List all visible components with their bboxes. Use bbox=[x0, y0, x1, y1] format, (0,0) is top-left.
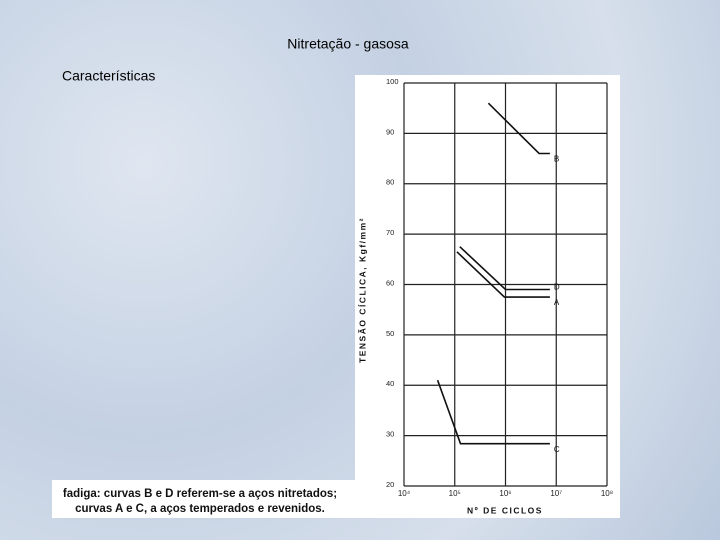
y-tick-label: 70 bbox=[386, 228, 394, 237]
y-axis-label: TENSÃO CÍCLICA, Kgf/mm² bbox=[357, 217, 367, 363]
chart-box bbox=[355, 75, 620, 518]
y-tick-label: 20 bbox=[386, 480, 394, 489]
heading: Características bbox=[62, 68, 155, 84]
x-tick-label: 10⁷ bbox=[550, 489, 562, 498]
x-tick-label: 10⁵ bbox=[449, 489, 461, 498]
caption-box bbox=[52, 480, 355, 518]
curve bbox=[456, 251, 550, 298]
series-label: B bbox=[554, 155, 559, 164]
x-axis-label: Nº DE CICLOS bbox=[467, 505, 543, 515]
x-tick-label: 10⁴ bbox=[398, 489, 411, 498]
y-tick-label: 50 bbox=[386, 329, 394, 338]
y-tick-label: 90 bbox=[386, 127, 394, 136]
series-label: A bbox=[554, 298, 560, 307]
y-tick-label: 40 bbox=[386, 379, 394, 388]
caption-line: curvas A e C, a aços temperados e reveni… bbox=[75, 503, 325, 515]
curve bbox=[487, 102, 550, 155]
series-label: D bbox=[554, 283, 560, 292]
y-tick-label: 100 bbox=[386, 77, 399, 86]
y-tick-label: 30 bbox=[386, 430, 394, 439]
y-tick-label: 60 bbox=[386, 278, 394, 287]
curve bbox=[436, 379, 550, 445]
series-label: C bbox=[554, 445, 560, 454]
chart: 20 30 40 50 60 70 80 90 100 10⁴ 10⁵ 10⁶ 10⁷ 10⁸ Nº DE … bbox=[357, 77, 613, 515]
curve bbox=[459, 246, 550, 291]
caption-line: fadiga: curvas B e D referem-se a aços n… bbox=[63, 488, 337, 500]
x-tick-label: 10⁶ bbox=[499, 489, 511, 498]
x-tick-label: 10⁸ bbox=[601, 489, 613, 498]
page-title: Nitretação - gasosa bbox=[287, 36, 409, 52]
y-tick-label: 80 bbox=[386, 178, 394, 187]
